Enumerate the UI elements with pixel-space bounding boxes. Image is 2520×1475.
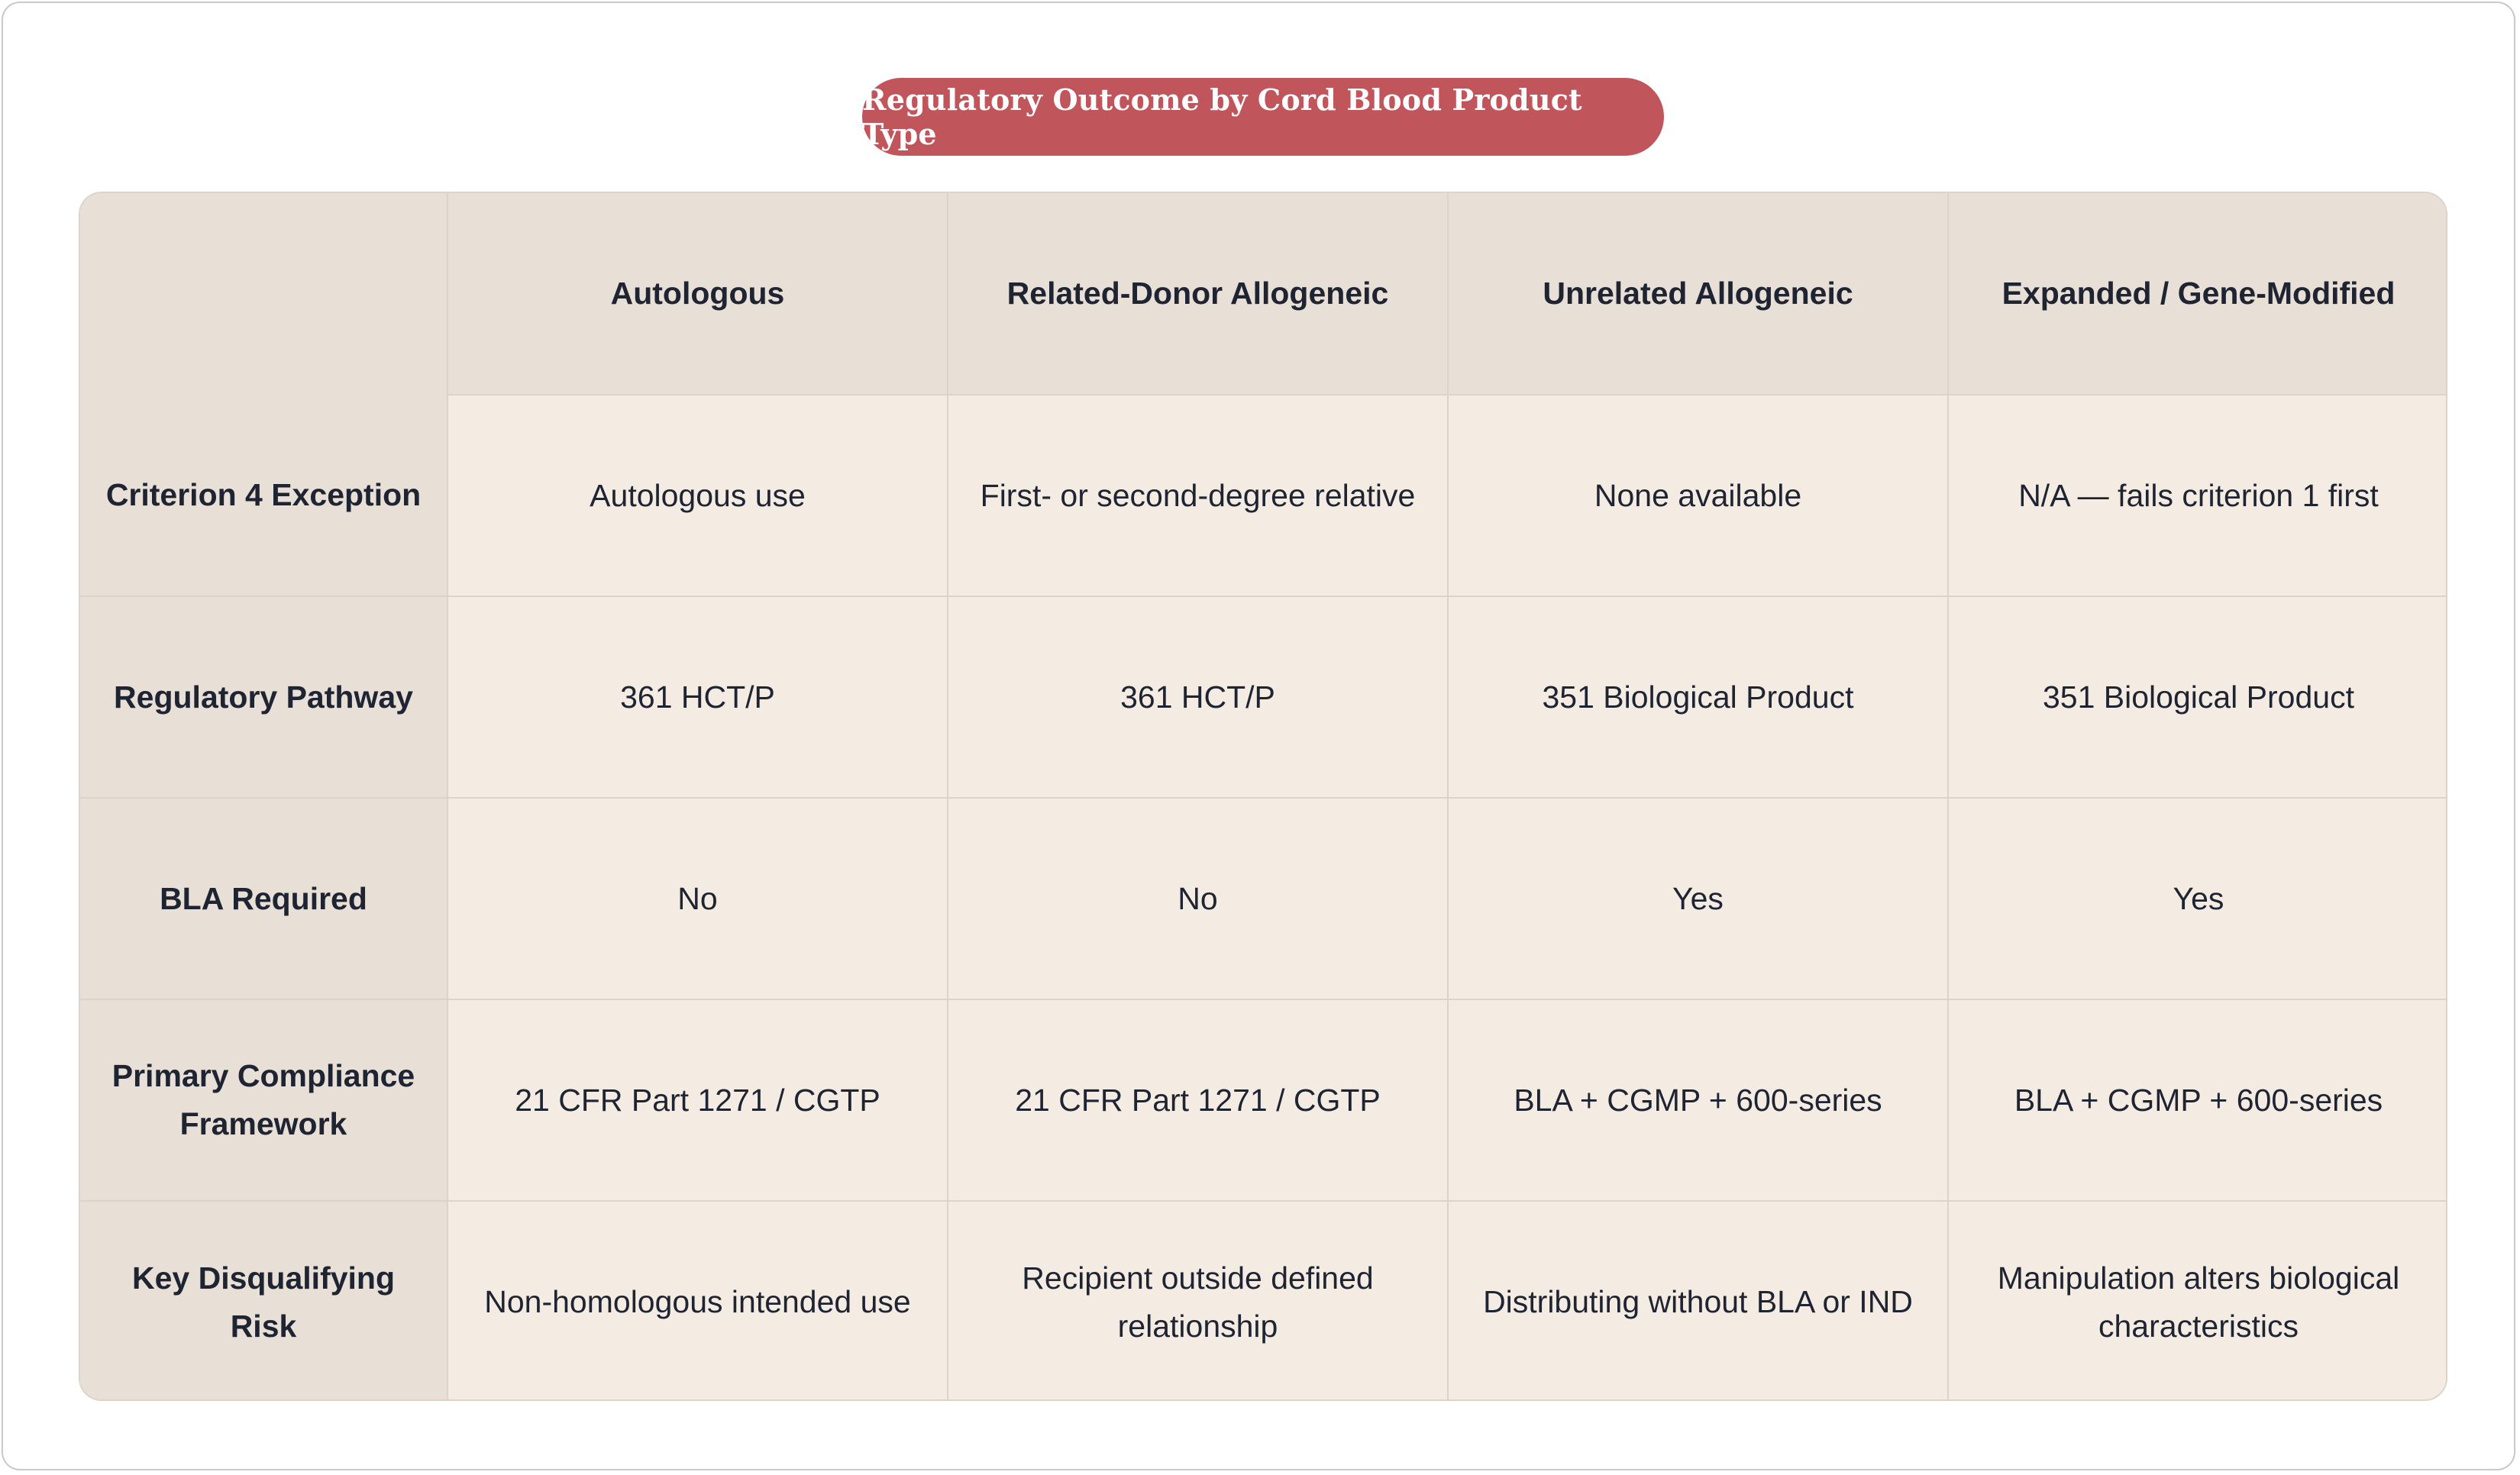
- comparison-table: Autologous Related-Donor Allogeneic Unre…: [80, 193, 2446, 1399]
- row-header: Regulatory Pathway: [80, 595, 448, 799]
- table-cell: 351 Biological Product: [1947, 595, 2446, 799]
- table-cell: Autologous use: [447, 394, 948, 597]
- column-header: Autologous: [447, 193, 948, 395]
- comparison-table-container: Autologous Related-Donor Allogeneic Unre…: [79, 192, 2447, 1401]
- table-cell: N/A — fails criterion 1 first: [1947, 394, 2446, 597]
- table-cell: No: [447, 797, 948, 1000]
- row-header: Criterion 4 Exception: [80, 395, 448, 597]
- row-header: Key Disqualifying Risk: [80, 1200, 448, 1399]
- column-header: Unrelated Allogeneic: [1447, 193, 1949, 395]
- row-header: Primary Compliance Framework: [80, 999, 448, 1202]
- table-cell: 361 HCT/P: [947, 595, 1449, 799]
- table-cell: Yes: [1947, 797, 2446, 1000]
- table-cell: BLA + CGMP + 600-series: [1947, 999, 2446, 1202]
- table-cell: Non-homologous intended use: [447, 1200, 948, 1399]
- table-cell: No: [947, 797, 1449, 1000]
- column-header-corner: [80, 193, 448, 395]
- column-header: Related-Donor Allogeneic: [947, 193, 1449, 395]
- table-cell: Manipulation alters biological character…: [1947, 1200, 2446, 1399]
- table-cell: None available: [1447, 394, 1949, 597]
- table-cell: 21 CFR Part 1271 / CGTP: [947, 999, 1449, 1202]
- table-cell: Recipient outside defined relationship: [947, 1200, 1449, 1399]
- table-cell: Distributing without BLA or IND: [1447, 1200, 1949, 1399]
- table-cell: First- or second-degree relative: [947, 394, 1449, 597]
- table-cell: Yes: [1447, 797, 1949, 1000]
- table-header-row: Autologous Related-Donor Allogeneic Unre…: [80, 193, 2446, 395]
- table-row: BLA Required No No Yes Yes: [80, 797, 2446, 1000]
- table-cell: 361 HCT/P: [447, 595, 948, 799]
- table-row: Key Disqualifying Risk Non-homologous in…: [80, 1200, 2446, 1399]
- row-header: BLA Required: [80, 797, 448, 1000]
- table-row: Primary Compliance Framework 21 CFR Part…: [80, 999, 2446, 1202]
- table-row: Regulatory Pathway 361 HCT/P 361 HCT/P 3…: [80, 595, 2446, 799]
- table-cell: BLA + CGMP + 600-series: [1447, 999, 1949, 1202]
- table-cell: 351 Biological Product: [1447, 595, 1949, 799]
- column-header: Expanded / Gene-Modified: [1947, 193, 2446, 395]
- page-title: Regulatory Outcome by Cord Blood Product…: [862, 78, 1664, 156]
- table-row: Criterion 4 Exception Autologous use Fir…: [80, 394, 2446, 597]
- table-cell: 21 CFR Part 1271 / CGTP: [447, 999, 948, 1202]
